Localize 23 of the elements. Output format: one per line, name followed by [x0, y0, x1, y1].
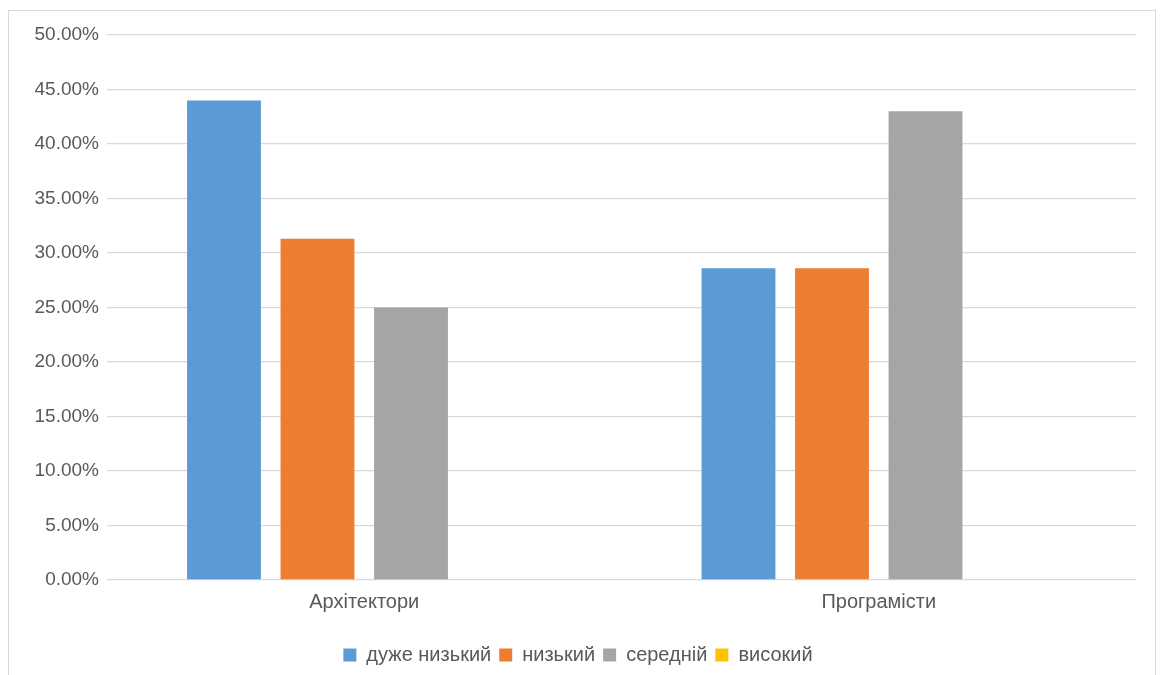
y-tick-label: 25.00%	[34, 295, 100, 317]
bar	[701, 268, 776, 580]
legend-label: низький	[522, 642, 596, 665]
y-tick-label: 0.00%	[45, 568, 100, 590]
y-tick-label: 15.00%	[34, 404, 100, 426]
x-tick-label: Архітектори	[309, 589, 420, 612]
y-tick-label: 30.00%	[34, 241, 100, 263]
bar	[795, 268, 869, 580]
y-tick-label: 35.00%	[34, 186, 100, 208]
y-tick-label: 5.00%	[45, 513, 100, 535]
y-tick-label: 45.00%	[34, 77, 100, 99]
bar	[187, 100, 261, 580]
y-tick-label: 20.00%	[34, 350, 100, 372]
legend-label: дуже низький	[366, 642, 492, 665]
y-tick-label: 40.00%	[34, 132, 100, 154]
legend-label: середній	[626, 642, 708, 665]
bar	[374, 307, 448, 580]
x-tick-label: Програмісти	[821, 589, 937, 612]
bar	[888, 111, 963, 580]
y-tick-label: 10.00%	[34, 459, 100, 481]
bar	[280, 238, 355, 580]
y-tick-label: 50.00%	[34, 23, 100, 45]
legend-label: високий	[738, 642, 813, 665]
